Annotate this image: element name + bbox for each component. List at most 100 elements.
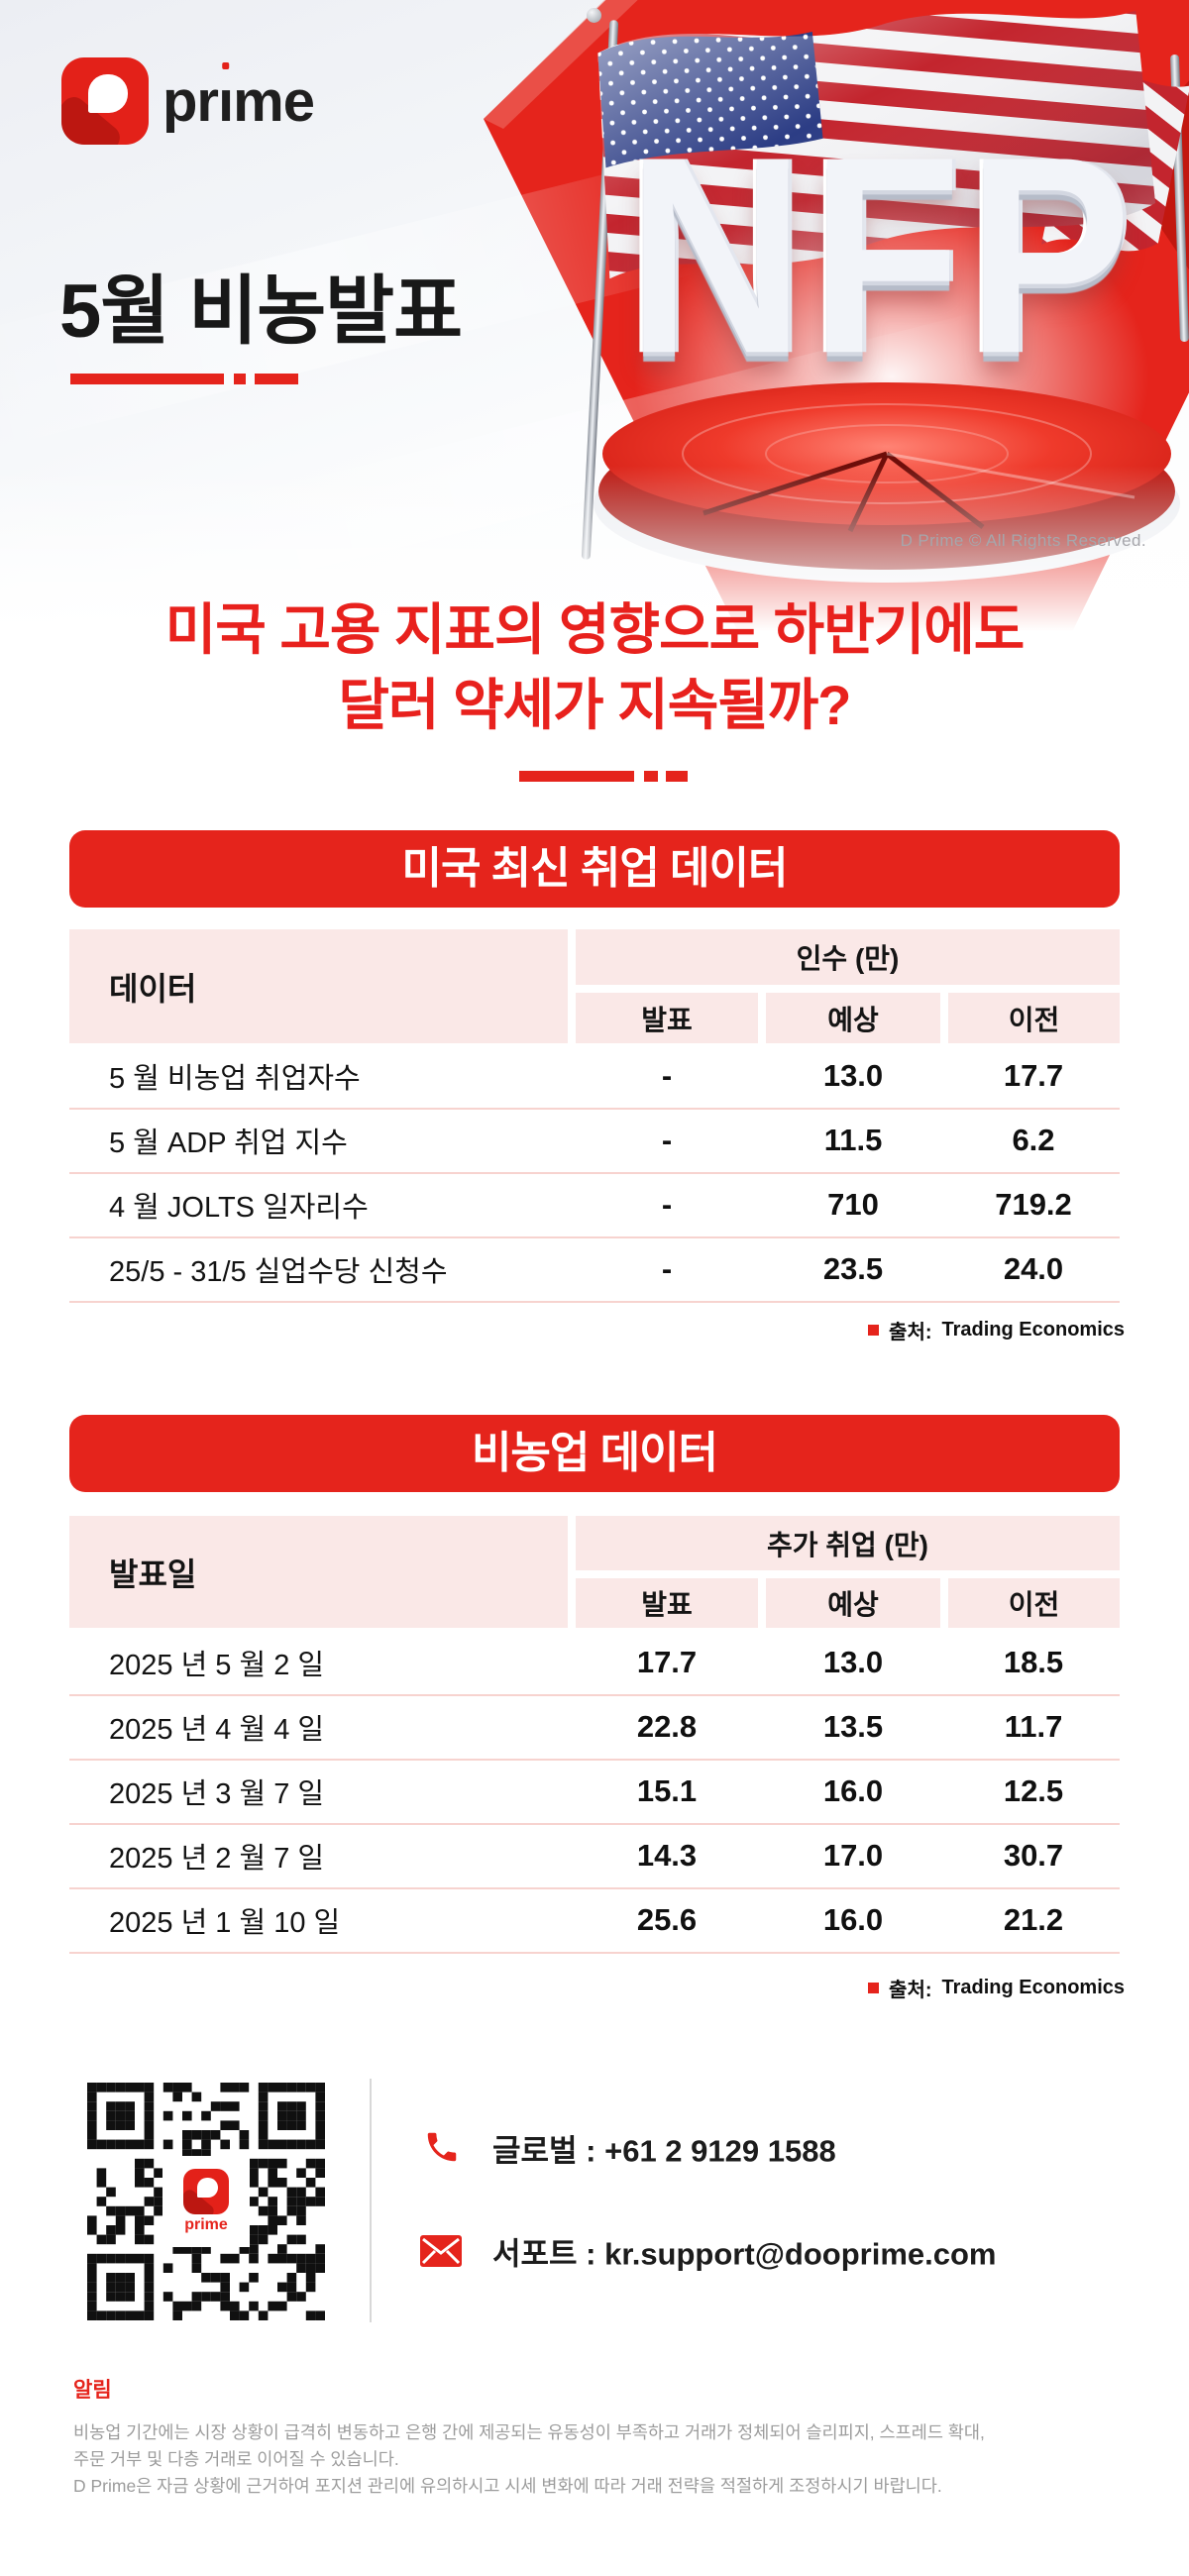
table-cell: 14.3 xyxy=(636,1838,698,1873)
table2-col2-label: 예상 xyxy=(827,1589,879,1620)
table-row-label: 4 월 JOLTS 일자리수 xyxy=(109,1192,369,1224)
table-cell: 25.6 xyxy=(636,1902,698,1937)
dprime-logo: prı me xyxy=(61,57,315,145)
table1-col2-label: 예상 xyxy=(827,1004,879,1035)
table-row-label: 2025 년 1 월 10 일 xyxy=(109,1907,341,1939)
qr-code: prime xyxy=(87,2083,325,2320)
row-divider xyxy=(69,1823,1120,1825)
title-underline-bar xyxy=(70,374,224,384)
headline-line1: 미국 고용 지표의 영향으로 하반기에도 xyxy=(164,598,1026,661)
row-divider xyxy=(69,1759,1120,1761)
flagpole-finial xyxy=(587,8,601,23)
dprime-logo-mark xyxy=(61,57,149,145)
source-line-table1: 출처: Trading Economics xyxy=(868,1316,1125,1344)
row-divider xyxy=(69,1694,1120,1696)
table2-col3-label: 이전 xyxy=(1008,1589,1060,1620)
table1-header-group-cell: 인수 (만) xyxy=(576,929,1120,985)
logo-word-post: me xyxy=(233,68,315,134)
logo-i-stem: ı xyxy=(218,68,234,134)
table-cell: 11.5 xyxy=(823,1123,883,1157)
hero-title: 5월 비농발표 xyxy=(59,269,463,354)
headline-underline-dash xyxy=(666,771,688,782)
nfp-3d-letters: NFP xyxy=(626,98,1137,412)
notice-line1: 비농업 기간에는 시장 상황이 급격히 변동하고 은행 간에 제공되는 유동성이… xyxy=(73,2422,985,2442)
source-label: 출처: xyxy=(889,1980,932,2001)
table2-row-header: 발표일 xyxy=(109,1556,197,1592)
dprime-logo-word: prı me xyxy=(162,61,315,135)
row-divider xyxy=(69,1952,1120,1954)
table2-col1-label: 발표 xyxy=(641,1589,693,1620)
section-bar-nfp-data: 비농업 데이터 xyxy=(69,1415,1120,1492)
table1-col3-label: 이전 xyxy=(1008,1004,1060,1035)
row-divider xyxy=(69,1172,1120,1174)
notice-line2: 주문 거부 및 다층 거래로 이어질 수 있습니다. xyxy=(73,2449,399,2469)
source-value: Trading Economics xyxy=(941,1319,1125,1341)
table-row-label: 5 월 ADP 취업 지수 xyxy=(109,1127,348,1159)
table1-header-col1-cell: 발표 xyxy=(576,993,758,1043)
headline-underline-dot xyxy=(644,771,658,782)
table-row-label: 2025 년 4 월 4 일 xyxy=(109,1714,325,1746)
table2-col-group: 추가 취업 (만) xyxy=(766,1529,929,1560)
table-cell: 21.2 xyxy=(1003,1902,1064,1937)
row-divider xyxy=(69,1108,1120,1110)
headline-line2: 달러 약세가 지속될까? xyxy=(338,674,851,736)
table1-header-col2-cell: 예상 xyxy=(766,993,940,1043)
table2-header-col1-cell: 발표 xyxy=(576,1578,758,1628)
title-underline-dash xyxy=(255,374,298,384)
phone-number[interactable]: 글로벌 : +61 2 9129 1588 xyxy=(492,2133,836,2169)
support-email[interactable]: 서포트 : kr.support@dooprime.com xyxy=(492,2236,997,2272)
table1-header-row-label-cell: 데이터 xyxy=(69,929,568,1043)
qr-center-logo: prime xyxy=(162,2156,250,2247)
table-cell: - xyxy=(661,1187,673,1222)
table-cell: 17.7 xyxy=(1003,1058,1064,1093)
table-cell: 17.0 xyxy=(822,1838,884,1873)
table-row-label: 2025 년 5 월 2 일 xyxy=(109,1650,325,1681)
table-cell: 6.2 xyxy=(1012,1123,1055,1157)
logo-word-pre: pr xyxy=(162,68,219,134)
notice-line3: D Prime은 자금 상황에 근거하여 포지션 관리에 유의하시고 시세 변화… xyxy=(73,2476,942,2496)
table-cell: 719.2 xyxy=(995,1187,1072,1222)
table-cell: 12.5 xyxy=(1003,1773,1064,1808)
table1-header-col3-cell: 이전 xyxy=(948,993,1120,1043)
table-cell: 15.1 xyxy=(636,1773,698,1808)
table-cell: 17.7 xyxy=(636,1645,698,1679)
table-cell: 30.7 xyxy=(1003,1838,1064,1873)
table-cell: - xyxy=(661,1251,673,1286)
hero-banner: NFP D Prime © All Rights Reserved. prı me… xyxy=(0,0,1189,654)
qr-logo-word: prime xyxy=(184,2216,228,2233)
logo-word-i: ı xyxy=(218,61,234,135)
source-line-table2: 출처: Trading Economics xyxy=(868,1974,1125,2002)
row-divider xyxy=(69,1236,1120,1238)
hero-bottom-fade xyxy=(0,466,1189,654)
contact-divider xyxy=(370,2079,372,2322)
email-icon xyxy=(420,2235,462,2267)
table-row-label: 25/5 - 31/5 실업수당 신청수 xyxy=(109,1256,448,1288)
table1-row-header: 데이터 xyxy=(109,970,197,1007)
notice-title: 알림 xyxy=(73,2379,112,2402)
source-value: Trading Economics xyxy=(941,1977,1125,1998)
headline: 미국 고용 지표의 영향으로 하반기에도 달러 약세가 지속될까? xyxy=(0,592,1189,743)
logo-i-dot xyxy=(221,61,230,70)
qr-dprime-mark xyxy=(183,2169,229,2214)
table-cell: 13.0 xyxy=(822,1645,884,1679)
table-cell: 13.5 xyxy=(822,1709,884,1744)
table-row-label: 2025 년 3 월 7 일 xyxy=(109,1778,325,1810)
row-divider xyxy=(69,1301,1120,1303)
row-divider xyxy=(69,1887,1120,1889)
table1-col1-label: 발표 xyxy=(641,1004,693,1035)
headline-underline-bar xyxy=(519,771,634,782)
table2-header-col2-cell: 예상 xyxy=(766,1578,940,1628)
copyright-text: D Prime © All Rights Reserved. xyxy=(900,531,1146,550)
table-cell: 24.0 xyxy=(1003,1251,1064,1286)
table-cell: 11.7 xyxy=(1004,1709,1063,1744)
table-cell: 710 xyxy=(827,1187,879,1222)
table1-col-group: 인수 (만) xyxy=(796,943,900,974)
table-cell: 16.0 xyxy=(822,1773,884,1808)
table-cell: - xyxy=(661,1123,673,1157)
table-cell: 22.8 xyxy=(636,1709,698,1744)
phone-icon xyxy=(427,2132,457,2162)
source-bullet xyxy=(868,1983,880,1993)
table2-header-col3-cell: 이전 xyxy=(948,1578,1120,1628)
table-cell: 23.5 xyxy=(822,1251,884,1286)
